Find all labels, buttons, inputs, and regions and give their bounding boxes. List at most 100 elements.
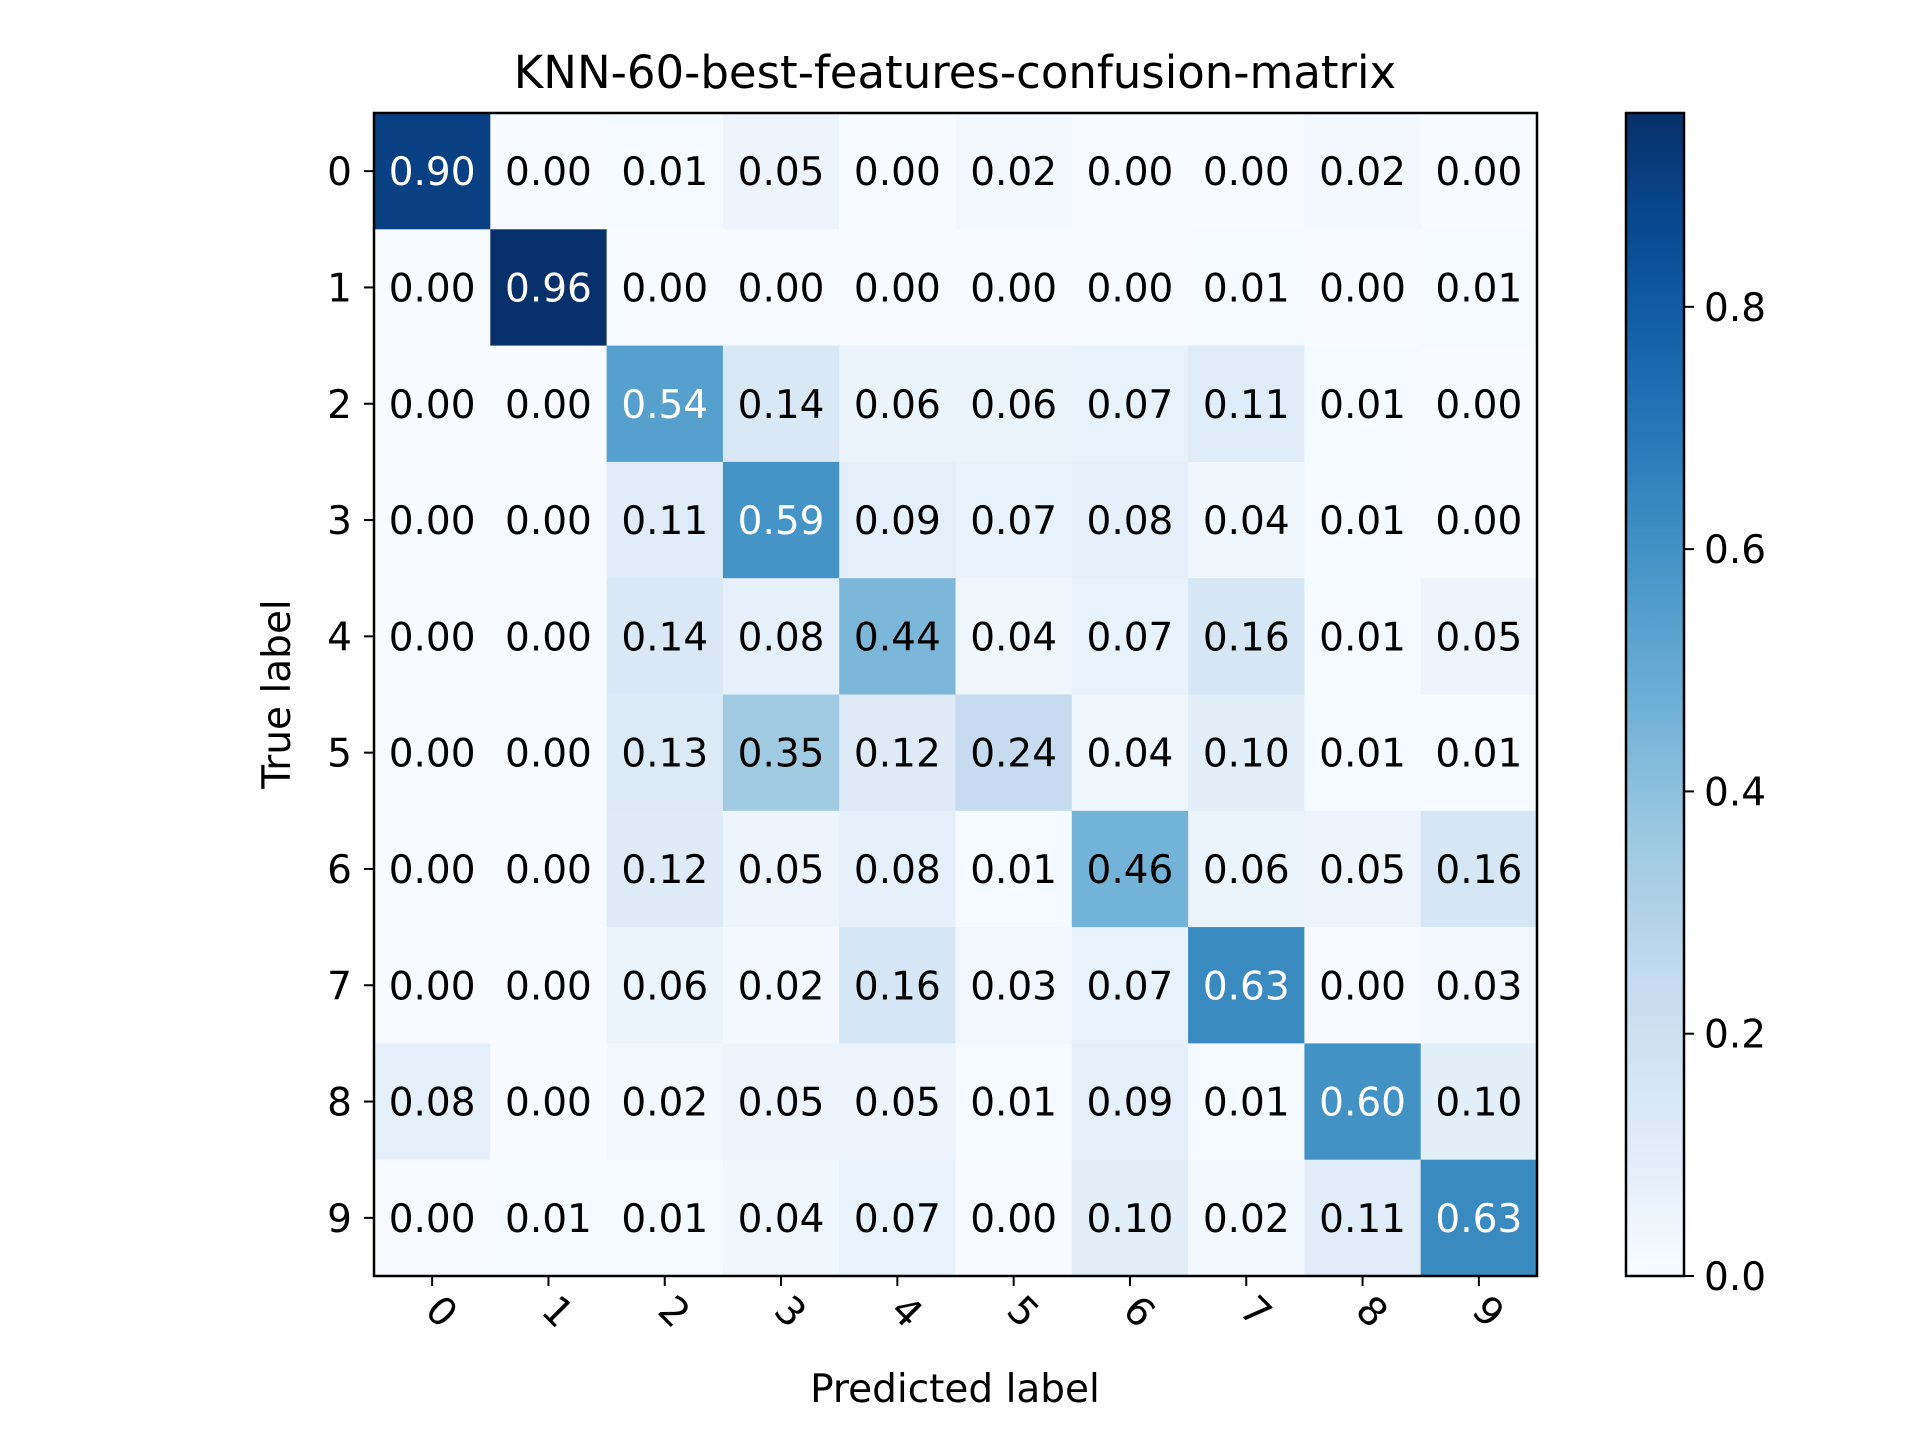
cell-value-label: 0.09 xyxy=(854,499,941,544)
y-tick-label: 4 xyxy=(327,615,352,660)
heatmap-cell xyxy=(722,113,840,230)
heatmap-cell xyxy=(955,345,1073,463)
heatmap-cell xyxy=(722,694,840,812)
cell-value-label: 0.02 xyxy=(1319,150,1406,195)
heatmap-cell xyxy=(1420,578,1538,696)
heatmap-cell xyxy=(955,1159,1073,1277)
heatmap-cell xyxy=(1304,1043,1422,1161)
heatmap-cell xyxy=(839,578,957,696)
heatmap-cell xyxy=(1420,229,1538,347)
cell-value-label: 0.00 xyxy=(970,266,1057,311)
cell-value-label: 0.00 xyxy=(505,383,592,428)
heatmap-cell xyxy=(1071,461,1189,579)
cell-value-label: 0.54 xyxy=(621,383,708,428)
cell-value-label: 0.08 xyxy=(854,848,941,893)
cell-value-label: 0.06 xyxy=(970,383,1057,428)
heatmap-cell xyxy=(606,1159,724,1277)
cell-value-label: 0.04 xyxy=(1203,499,1290,544)
cell-value-label: 0.00 xyxy=(505,732,592,777)
heatmap-cell xyxy=(1304,229,1422,347)
heatmap-cell xyxy=(1420,1043,1538,1161)
cell-value-label: 0.01 xyxy=(621,150,708,195)
cell-value-label: 0.01 xyxy=(1319,383,1406,428)
heatmap-cell xyxy=(722,345,840,463)
x-axis-label: Predicted label xyxy=(810,1367,1100,1412)
heatmap-cell xyxy=(1071,113,1189,230)
heatmap-cell xyxy=(374,694,491,812)
cell-value-label: 0.35 xyxy=(738,732,825,777)
heatmap-cell xyxy=(722,1159,840,1277)
heatmap-cell xyxy=(490,1043,608,1161)
cell-value-label: 0.09 xyxy=(1087,1081,1174,1126)
heatmap-cell xyxy=(490,810,608,928)
cell-value-label: 0.00 xyxy=(1319,266,1406,311)
heatmap-cell xyxy=(1188,694,1305,812)
heatmap-cell xyxy=(1188,810,1305,928)
heatmap-cell xyxy=(1071,1043,1189,1161)
cell-value-label: 0.02 xyxy=(970,150,1057,195)
y-tick-label: 8 xyxy=(327,1081,352,1126)
colorbar-frame xyxy=(1624,111,1686,1278)
cell-value-label: 0.07 xyxy=(1087,964,1174,1009)
heatmap-cell xyxy=(1188,578,1305,696)
heatmap-cell xyxy=(722,810,840,928)
cell-value-label: 0.12 xyxy=(621,848,708,893)
cell-value-label: 0.05 xyxy=(1319,848,1406,893)
cell-value-label: 0.02 xyxy=(621,1081,708,1126)
heatmap-cell xyxy=(722,578,840,696)
heatmap-cell xyxy=(1304,927,1422,1044)
cell-value-label: 0.00 xyxy=(389,499,476,544)
heatmap-cell xyxy=(490,113,608,230)
cell-value-label: 0.11 xyxy=(1203,383,1290,428)
heatmap-cell xyxy=(1304,694,1422,812)
heatmap-cell xyxy=(955,1043,1073,1161)
cell-value-label: 0.59 xyxy=(738,499,825,544)
y-tick-label: 6 xyxy=(327,848,352,893)
cell-value-label: 0.01 xyxy=(505,1197,592,1242)
heatmap-cell xyxy=(722,229,840,347)
heatmap-cell xyxy=(1420,113,1538,230)
heatmap-cell xyxy=(839,1159,957,1277)
heatmap-cell xyxy=(1420,345,1538,463)
cell-value-label: 0.00 xyxy=(1435,150,1522,195)
cell-value-label: 0.01 xyxy=(1435,266,1522,311)
cell-value-label: 0.06 xyxy=(621,964,708,1009)
heatmap-cell xyxy=(1420,927,1538,1044)
heatmap-cells xyxy=(374,113,1538,1277)
y-axis-label: True label xyxy=(255,599,300,790)
cell-value-label: 0.12 xyxy=(854,732,941,777)
heatmap-cell xyxy=(1071,694,1189,812)
cell-value-label: 0.00 xyxy=(1203,150,1290,195)
cell-value-label: 0.01 xyxy=(1319,732,1406,777)
cell-value-label: 0.00 xyxy=(505,615,592,660)
heatmap-cell xyxy=(839,1043,957,1161)
x-tick-label: 4 xyxy=(882,1287,931,1336)
colorbar-ticks: 0.0 0.2 0.4 0.6 0.8 xyxy=(1684,286,1766,1300)
y-axis-ticks: 0 1 2 3 4 5 6 7 8 9 xyxy=(327,150,374,1242)
heatmap-cell xyxy=(722,927,840,1044)
x-tick-label: 2 xyxy=(649,1287,698,1336)
cell-value-label: 0.63 xyxy=(1203,964,1290,1009)
heatmap-cell xyxy=(1188,927,1305,1044)
heatmap-cell xyxy=(1420,461,1538,579)
cell-value-label: 0.05 xyxy=(738,848,825,893)
heatmap-cell xyxy=(606,927,724,1044)
heatmap-cell xyxy=(839,229,957,347)
cell-value-label: 0.11 xyxy=(621,499,708,544)
cell-value-label: 0.63 xyxy=(1435,1197,1522,1242)
heatmap-cell xyxy=(606,694,724,812)
heatmap-cell xyxy=(374,1043,491,1161)
cell-value-label: 0.06 xyxy=(854,383,941,428)
heatmap-cell xyxy=(490,1159,608,1277)
cell-value-label: 0.00 xyxy=(1435,383,1522,428)
cell-value-label: 0.00 xyxy=(1087,266,1174,311)
heatmap-cell xyxy=(1304,113,1422,230)
heatmap-cell xyxy=(490,578,608,696)
heatmap-cell xyxy=(490,229,608,347)
cell-value-label: 0.00 xyxy=(505,848,592,893)
heatmap-cell xyxy=(374,229,491,347)
colorbar-tick-label: 0.2 xyxy=(1704,1013,1766,1058)
heatmap-cell xyxy=(722,1043,840,1161)
cell-value-label: 0.00 xyxy=(389,266,476,311)
